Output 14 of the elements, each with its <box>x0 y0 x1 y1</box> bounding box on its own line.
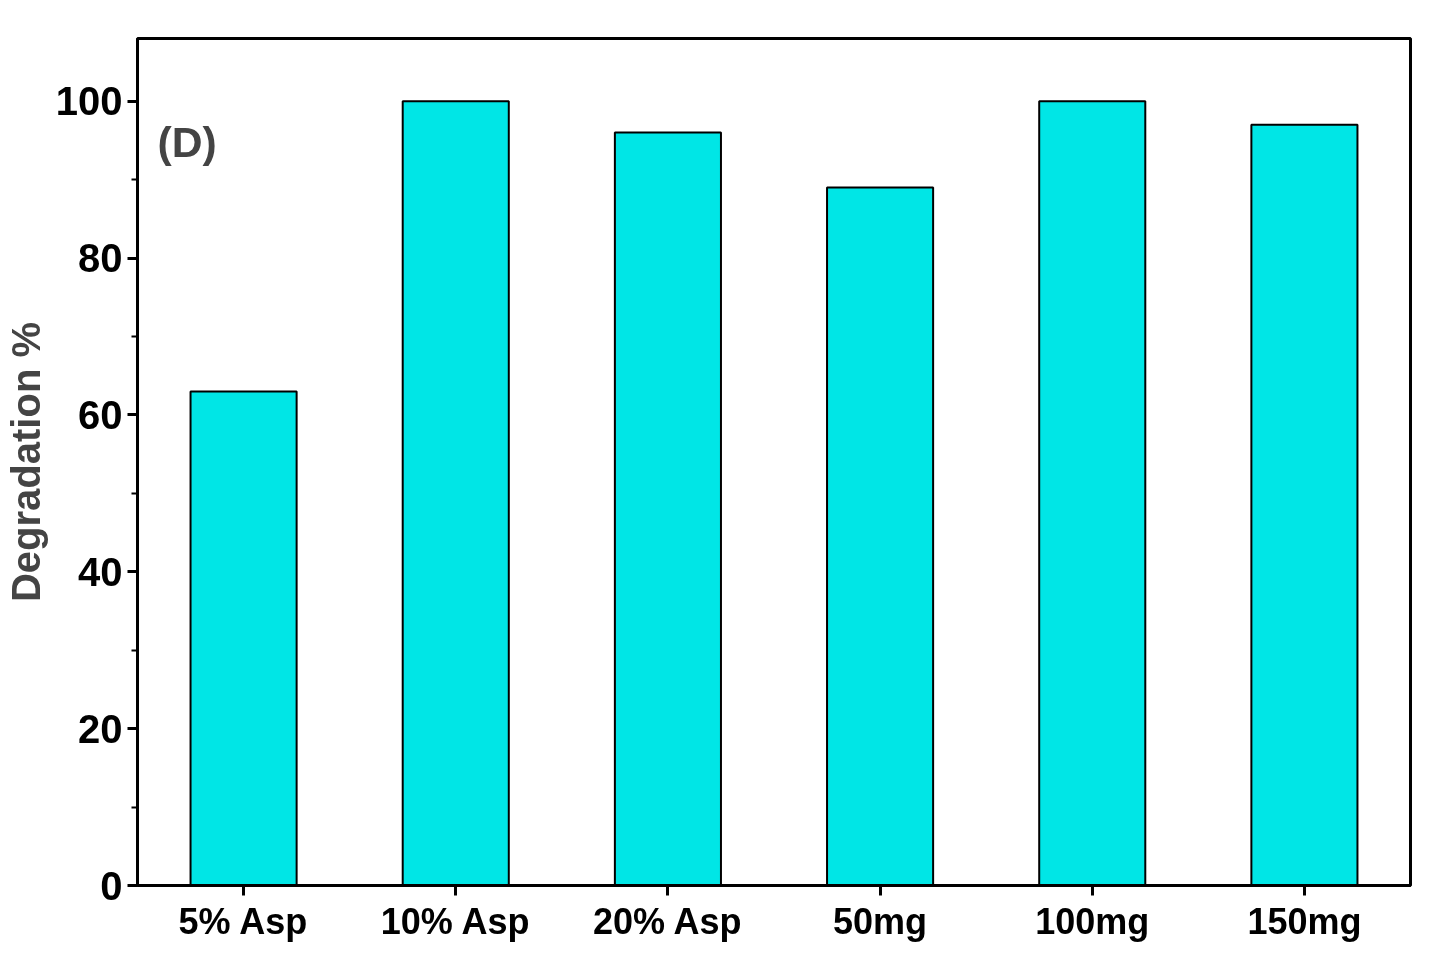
annotation: (D) <box>157 117 217 166</box>
y-tick-label: 80 <box>78 236 123 281</box>
x-tick-label: 10% Asp <box>380 900 530 942</box>
x-tick-label: 150mg <box>1247 900 1362 942</box>
x-tick-label: 50mg <box>833 900 928 942</box>
x-tick-label: 20% Asp <box>592 900 742 942</box>
y-tick-label: 40 <box>78 549 123 594</box>
y-tick-label: 60 <box>78 392 123 437</box>
y-tick-label: 100 <box>55 79 123 124</box>
y-tick-label: 0 <box>100 863 123 908</box>
x-tick-label: 100mg <box>1035 900 1150 942</box>
y-tick-label: 20 <box>78 706 123 751</box>
y-axis-title: Degradation % <box>3 321 48 603</box>
x-tick-label: 5% Asp <box>178 900 308 942</box>
